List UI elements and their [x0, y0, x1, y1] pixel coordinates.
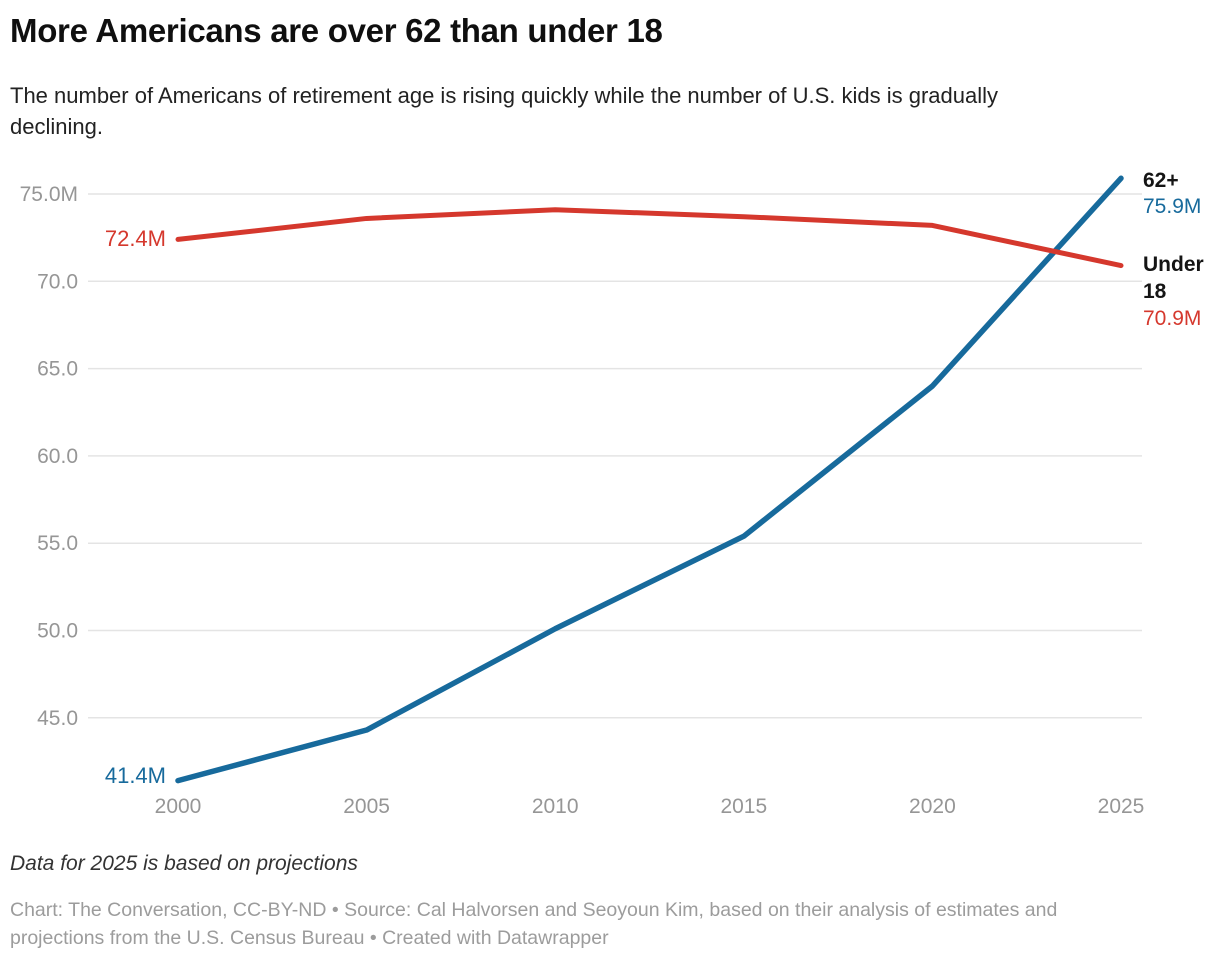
- y-axis-tick-label: 60.0: [37, 445, 78, 468]
- series-name-label-62plus: 62+: [1143, 169, 1179, 192]
- y-axis-tick-label: 55.0: [37, 532, 78, 555]
- start-value-label-under18: 72.4M: [104, 226, 166, 251]
- chart-note: Data for 2025 is based on projections: [10, 852, 358, 875]
- series-line-62plus: [175, 175, 1124, 784]
- x-axis-tick-label: 2025: [1098, 795, 1145, 818]
- chart-title: More Americans are over 62 than under 18: [10, 12, 663, 49]
- series-line-under18: [175, 207, 1124, 269]
- y-axis-tick-label: 65.0: [37, 358, 78, 381]
- start-value-label-62plus: 41.4M: [104, 763, 166, 788]
- x-axis-tick-label: 2005: [343, 795, 390, 818]
- x-axis-tick-label: 2010: [532, 795, 579, 818]
- x-axis-tick-label: 2000: [155, 795, 202, 818]
- y-axis-tick-label: 50.0: [37, 620, 78, 643]
- end-value-label-under18: 70.9M: [1143, 307, 1202, 330]
- y-axis-tick-label: 45.0: [37, 707, 78, 730]
- end-value-label-62plus: 75.9M: [1143, 195, 1202, 218]
- y-axis-tick-label: 75.0M: [20, 183, 78, 206]
- chart-byline: Chart: The Conversation, CC-BY-ND • Sour…: [10, 899, 1058, 949]
- x-axis-tick-label: 2015: [720, 795, 767, 818]
- y-axis-tick-label: 70.0: [37, 270, 78, 293]
- x-axis-tick-label: 2020: [909, 795, 956, 818]
- chart-subtitle: The number of Americans of retirement ag…: [10, 83, 998, 139]
- series-name-label-under18: Under 18: [1143, 253, 1204, 303]
